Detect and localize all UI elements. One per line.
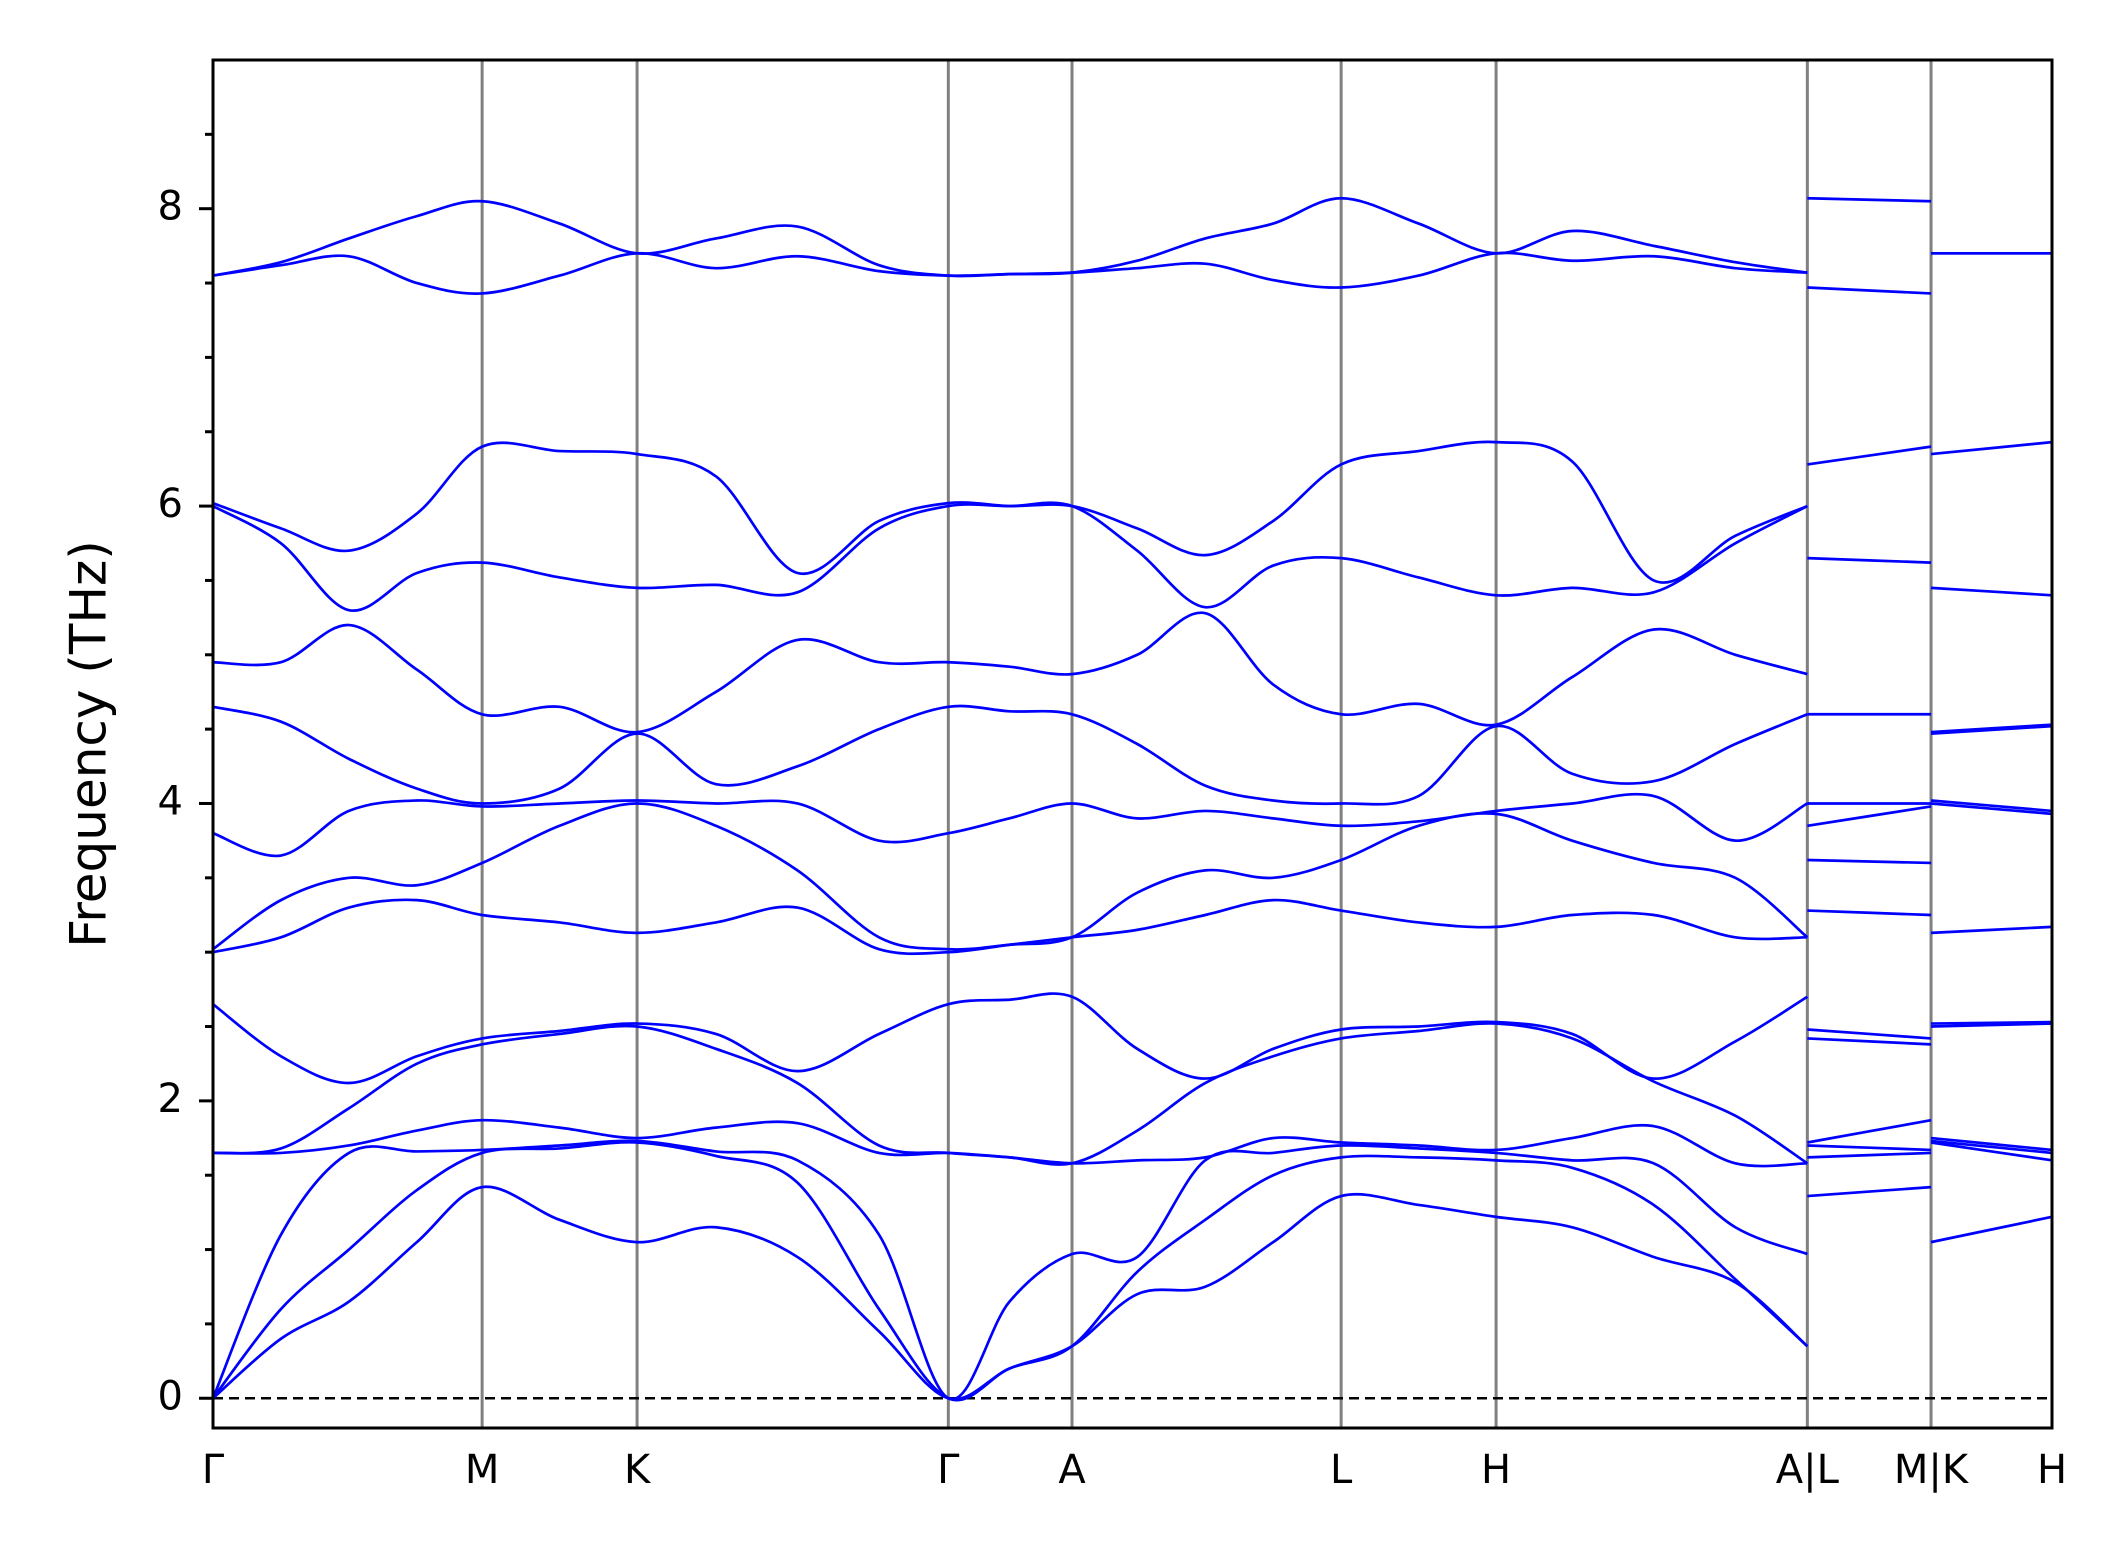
band-line (212, 792, 2053, 858)
band-line (211, 1140, 2053, 1402)
x-tick-label: M (465, 1447, 500, 1493)
x-tick-label: Γ (202, 1447, 225, 1493)
y-axis-label: Frequency (THz) (60, 540, 118, 948)
band-line (212, 802, 2053, 951)
band-line (212, 992, 2053, 1085)
band-line (212, 196, 2052, 278)
x-tick-label: H (2037, 1447, 2067, 1493)
y-tick-label: 8 (158, 184, 183, 230)
band-line (212, 440, 2053, 584)
y-tick-label: 6 (158, 481, 183, 527)
y-tick-label: 4 (158, 778, 183, 824)
y-tick-label: 2 (158, 1076, 183, 1122)
band-line (212, 611, 2053, 734)
band-line (211, 1139, 2053, 1401)
x-tick-label: H (1481, 1447, 1511, 1493)
y-tick-label: 0 (158, 1373, 183, 1419)
x-tick-label: A (1058, 1447, 1086, 1493)
x-tick-label: Γ (937, 1447, 960, 1493)
x-tick-label: L (1330, 1447, 1353, 1493)
x-tick-label: A|L (1776, 1447, 1840, 1493)
x-tick-label: K (624, 1447, 652, 1493)
plot-frame (211, 58, 2054, 1430)
band-line (212, 704, 2053, 806)
x-tick-label: M|K (1894, 1447, 1970, 1493)
band-line (212, 1022, 2053, 1166)
